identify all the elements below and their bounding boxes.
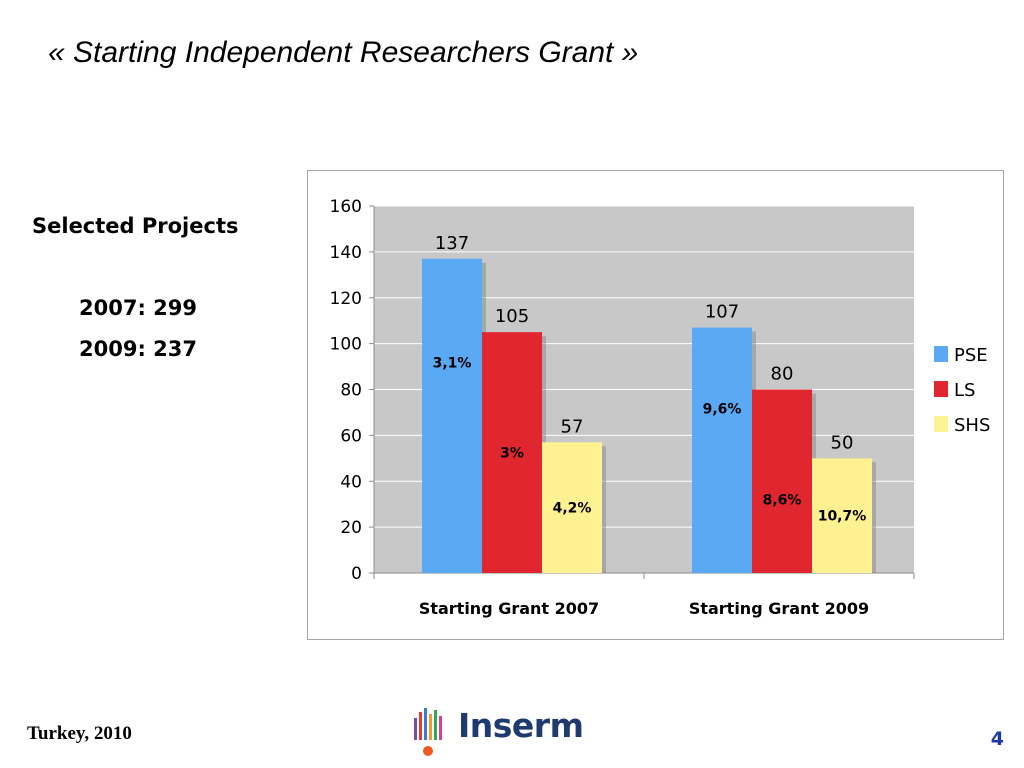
bar-chart: 0 20 40 60 80 100 120 140 160 137 3,1% 105 3% 57 4,2% S… xyxy=(330,197,991,618)
bar xyxy=(692,327,752,573)
y-tick-label: 60 xyxy=(340,426,362,446)
bar-percent-label: 3% xyxy=(500,446,524,462)
selected-projects-heading: Selected Projects xyxy=(32,214,239,238)
bar-value-label: 50 xyxy=(831,432,854,453)
bar xyxy=(752,389,812,573)
bar-value-label: 57 xyxy=(561,416,584,437)
slide-title: « Starting Independent Researchers Grant… xyxy=(48,36,639,69)
y-tick-label: 160 xyxy=(330,197,362,217)
legend-label: LS xyxy=(954,380,975,401)
bar-percent-label: 3,1% xyxy=(433,355,472,371)
bar xyxy=(422,258,482,573)
chart-frame: 0 20 40 60 80 100 120 140 160 137 3,1% 105 3% 57 4,2% S… xyxy=(307,170,1004,640)
bar-value-label: 80 xyxy=(771,364,794,385)
y-tick-label: 120 xyxy=(330,289,362,309)
y-tick-label: 100 xyxy=(330,335,362,355)
page-number: 4 xyxy=(990,728,1004,750)
bar xyxy=(542,442,602,573)
x-category-label: Starting Grant 2007 xyxy=(419,599,599,618)
selected-projects-2007: 2007: 299 xyxy=(79,296,197,320)
y-tick-label: 80 xyxy=(340,381,362,401)
bar-percent-label: 9,6% xyxy=(703,402,742,418)
legend-label: SHS xyxy=(954,415,990,436)
bar-percent-label: 4,2% xyxy=(553,501,592,517)
y-tick-label: 20 xyxy=(340,518,362,538)
selected-projects-2009: 2009: 237 xyxy=(79,337,197,361)
inserm-logo: Inserm xyxy=(410,706,610,762)
bar-value-label: 105 xyxy=(495,306,529,327)
y-tick-label: 40 xyxy=(340,472,362,492)
footer-location-date: Turkey, 2010 xyxy=(27,723,132,744)
y-tick-label: 140 xyxy=(330,243,362,263)
y-tick-label: 0 xyxy=(351,564,362,584)
inserm-logo-text: Inserm xyxy=(458,706,584,745)
bar-percent-label: 10,7% xyxy=(818,509,867,525)
bar xyxy=(812,458,872,573)
bar-value-label: 107 xyxy=(705,302,739,323)
legend-swatch xyxy=(934,346,948,362)
legend-swatch xyxy=(934,416,948,432)
legend-label: PSE xyxy=(954,345,988,366)
bar-percent-label: 8,6% xyxy=(763,493,802,509)
x-category-label: Starting Grant 2009 xyxy=(689,599,869,618)
inserm-logo-icon xyxy=(414,708,442,756)
bar xyxy=(482,332,542,573)
bar-value-label: 137 xyxy=(435,233,469,254)
legend-swatch xyxy=(934,381,948,397)
